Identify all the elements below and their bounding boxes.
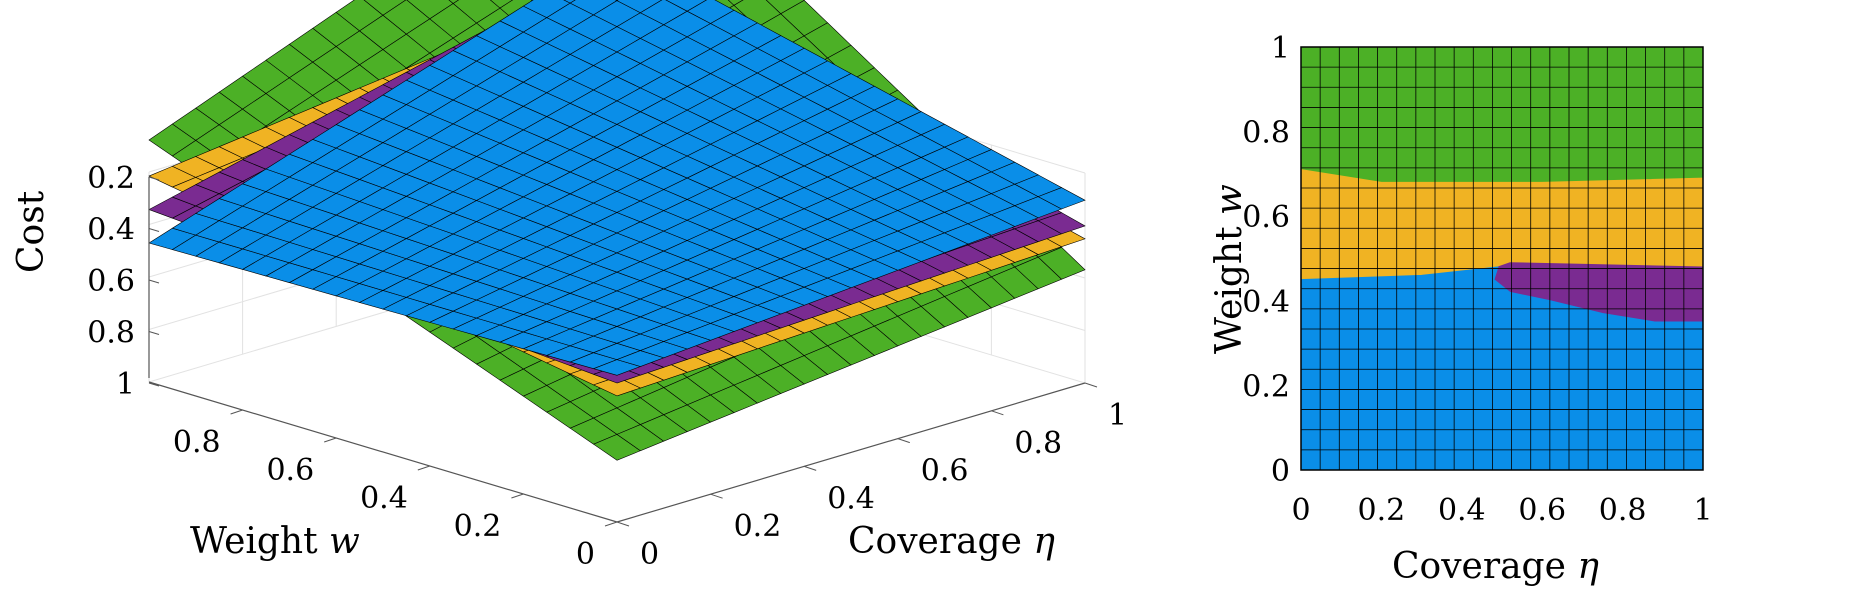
weight-tick (230, 409, 243, 415)
region-1 (1300, 169, 1704, 281)
surface-patch (563, 0, 576, 4)
weight-tick (604, 521, 618, 527)
coverage-tick-label: 0.4 (827, 481, 875, 516)
y-tick-label: 0 (1271, 454, 1290, 489)
surface-patch (490, 0, 514, 9)
weight-axis-label: Weight w (190, 521, 360, 562)
axes-lines (148, 177, 1086, 523)
weight-axis-label-2d: Weight w (1209, 184, 1250, 354)
tick-labels: 0 0.2 0.4 0.6 0.8 0 0.2 0.4 0.6 0.8 1 0.2 0.4 0.6 0.8 1 (87, 161, 1127, 572)
y-tick-label: 0.8 (1242, 116, 1290, 151)
coverage-tick-label: 0.8 (1014, 426, 1062, 461)
coverage-tick-label: 0.2 (734, 509, 782, 544)
cost-tick (148, 228, 160, 232)
coverage-tick-label: 1 (1108, 398, 1127, 433)
weight-tick-label: 0.8 (173, 425, 221, 460)
cost-axis-label: Cost (11, 190, 52, 273)
weight-tick (511, 493, 524, 499)
coverage-tick-label: 0 (640, 537, 659, 572)
weight-tick-label: 0.4 (360, 481, 408, 516)
cost-tick (148, 331, 160, 335)
x-tick-label: 0.4 (1438, 493, 1486, 528)
surface-plot: 0 0.2 0.4 0.6 0.8 0 0.2 0.4 0.6 0.8 1 0.2 0.4 0.6 0.8 1… (11, 0, 1127, 572)
y-tick-label: 0.4 (1242, 285, 1290, 320)
surface-3 (148, 0, 1086, 376)
regions (1300, 46, 1704, 471)
surface-patch (1037, 212, 1086, 235)
weight-tick-label: 0.6 (266, 453, 314, 488)
cost-surfaces (148, 0, 1086, 461)
region-map: 0 0.2 0.4 0.6 0.8 1 0 0.2 0.4 0.6 0.8 1 Weight w Co… (1209, 31, 1713, 587)
surface-patch (1037, 187, 1086, 210)
weight-tick-label: 0 (576, 537, 595, 572)
cost-tick-label: 1 (116, 367, 135, 402)
coverage-axis-line (616, 382, 1086, 523)
x-tick-label: 0 (1291, 493, 1310, 528)
coverage-tick-label: 0.6 (921, 454, 969, 489)
coverage-axis-label-2d: Coverage η (1392, 546, 1599, 587)
cost-tick (148, 382, 160, 387)
cost-tick-label: 0.6 (87, 264, 135, 299)
y-tick-label: 1 (1271, 31, 1290, 66)
y-tick-label: 0.2 (1242, 369, 1290, 404)
cost-tick (148, 279, 160, 284)
coverage-tick (897, 438, 910, 444)
x-tick-label: 1 (1693, 493, 1712, 528)
weight-tick (417, 465, 430, 471)
tick-labels: 0 0.2 0.4 0.6 0.8 1 0 0.2 0.4 0.6 0.8 1 (1242, 31, 1712, 528)
coverage-tick (804, 465, 817, 471)
weight-tick (324, 437, 337, 443)
cost-tick (148, 176, 160, 181)
surface-patch (727, 0, 744, 6)
coverage-tick (991, 410, 1004, 416)
weight-axis-line (148, 381, 618, 523)
surface-patch (448, 0, 460, 4)
coverage-tick (1084, 382, 1098, 388)
cost-tick-label: 0.4 (87, 213, 135, 248)
coverage-axis-label: Coverage η (848, 521, 1055, 562)
y-tick-label: 0.6 (1242, 200, 1290, 235)
coverage-tick (616, 521, 630, 527)
surface-patch (1037, 246, 1086, 280)
cost-tick-label: 0.8 (87, 316, 135, 351)
x-tick-label: 0.8 (1599, 493, 1647, 528)
x-tick-label: 0.2 (1358, 493, 1406, 528)
plot-frame (1300, 46, 1704, 471)
weight-tick-label: 0.2 (454, 509, 502, 544)
cost-tick-label: 0.2 (87, 161, 135, 196)
x-tick-label: 0.6 (1518, 493, 1566, 528)
coverage-tick (710, 493, 723, 499)
